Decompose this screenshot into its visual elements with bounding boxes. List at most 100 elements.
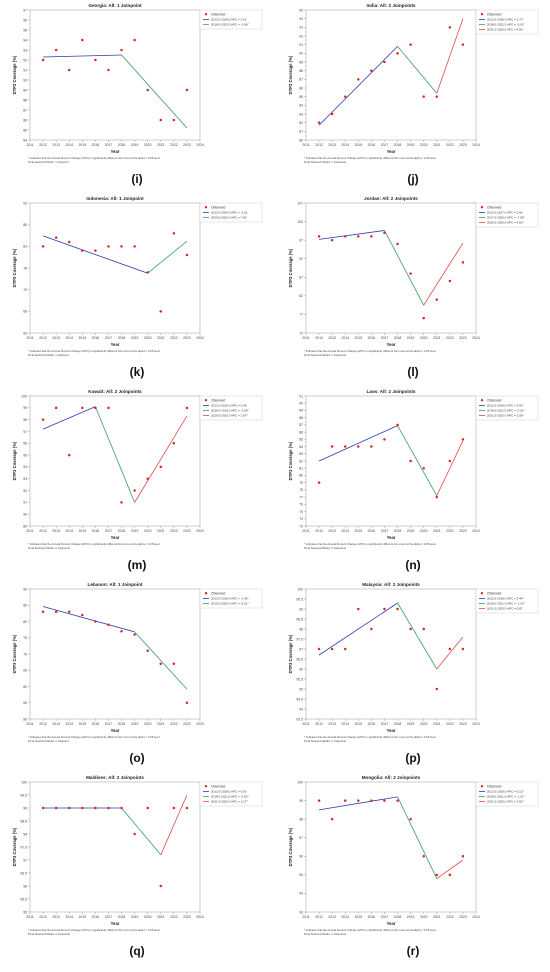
y-tick-label: 80 (299, 474, 303, 478)
observed-point (94, 58, 97, 62)
legend-series-label: 2018.0-2021.0 APC = -0.62* (211, 795, 249, 799)
y-tick-label: 90 (23, 587, 27, 591)
observed-point (133, 38, 136, 42)
y-tick-label: 91 (299, 43, 303, 47)
legend-box (199, 9, 263, 30)
y-tick-label: 85 (299, 95, 303, 99)
observed-point (146, 806, 149, 810)
x-tick-label: 2016 (368, 722, 376, 726)
observed-point (422, 855, 425, 858)
observed-point (94, 406, 97, 410)
legend-series-label: 2021.0-2023.0 APC = 0.52* (487, 800, 524, 804)
y-axis-label: DTP3 Coverage (%) (12, 248, 17, 287)
legend-box (199, 395, 263, 421)
x-tick-label: 2020 (144, 143, 152, 147)
y-tick-label: 83 (23, 245, 27, 249)
y-tick-label: 95 (23, 453, 27, 457)
observed-point (383, 231, 386, 234)
x-tick-label: 2015 (355, 915, 363, 919)
x-tick-label: 2013 (52, 915, 60, 919)
legend-series-label: 2018.0-2023.0 APC = -1.69* (211, 23, 249, 27)
x-tick-label: 2014 (65, 722, 73, 726)
series-segment (397, 46, 438, 94)
observed-point (172, 662, 176, 665)
x-tick-label: 2014 (341, 915, 349, 919)
y-tick-label: 97 (299, 836, 303, 840)
y-tick-label: 72 (299, 331, 303, 335)
observed-point (120, 501, 123, 504)
y-tick-label: 86 (299, 86, 303, 90)
observed-point (81, 249, 84, 252)
observed-point (448, 647, 452, 651)
x-tick-label: 2020 (420, 143, 428, 147)
observed-point (317, 799, 321, 802)
chart-title: India: All: 2 Joinpoints (366, 3, 416, 8)
y-axis-label: DTP3 Coverage (%) (288, 441, 293, 480)
x-tick-label: 2017 (381, 336, 389, 340)
legend-observed-marker (204, 13, 208, 16)
observed-point (41, 806, 45, 810)
observed-point (146, 649, 149, 652)
x-tick-label: 2022 (446, 336, 454, 340)
observed-point (159, 465, 163, 469)
legend-box (475, 395, 539, 421)
y-tick-label: 99.5 (296, 597, 303, 601)
series-segment (42, 606, 135, 633)
legend-series-label: 2012.0-2018.0 APC = 0.93* (487, 404, 524, 408)
legend-box (475, 202, 539, 228)
series-segment (436, 859, 464, 879)
plot-area (29, 395, 201, 527)
x-tick-label: 2013 (52, 143, 60, 147)
observed-point (448, 873, 452, 877)
x-tick-label: 2020 (420, 336, 428, 340)
legend-observed-label: Observed (211, 784, 225, 788)
x-tick-label: 2021 (157, 143, 165, 147)
plot-area (29, 9, 201, 141)
legend: Observed 2012.0-2018.0 APC = 0.44*2018.0-… (475, 588, 539, 614)
footnote-model: Final Selected Model: 2 Joinpoints. (304, 160, 347, 164)
x-tick-label: 2024 (196, 722, 204, 726)
y-tick-label: 77 (299, 495, 303, 499)
legend-series-label: 2016.0-2019.0 APC = -2.59* (211, 409, 249, 413)
y-tick-label: 85 (299, 438, 303, 442)
x-tick-label: 2016 (368, 915, 376, 919)
series-segment (147, 240, 188, 274)
x-tick-label: 2021 (433, 915, 441, 919)
x-tick-label: 2012 (39, 529, 47, 533)
y-tick-label: 63 (23, 331, 27, 335)
x-tick-label: 2022 (170, 915, 178, 919)
panel-label: (n) (405, 558, 420, 572)
legend-series-label: 2012.0-2018.0 APC = 1.71* (487, 18, 524, 22)
observed-point (396, 799, 399, 802)
y-tick-label: 95 (23, 28, 27, 32)
x-tick-label: 2011 (302, 143, 309, 147)
x-tick-label: 2022 (170, 336, 178, 340)
y-tick-label: 100 (21, 780, 27, 784)
y-tick-label: 97 (23, 858, 27, 862)
x-tick-label: 2013 (328, 143, 336, 147)
y-tick-label: 74 (299, 517, 303, 521)
observed-point (159, 310, 163, 313)
x-tick-label: 2014 (341, 336, 349, 340)
series-segment (134, 631, 188, 690)
x-tick-label: 2017 (105, 722, 113, 726)
y-tick-label: 90 (299, 52, 303, 56)
panel-label: (j) (407, 172, 418, 186)
legend-series-label: 2018.0-2021.0 APC = -2.01* (487, 23, 525, 27)
x-tick-label: 2022 (446, 915, 454, 919)
y-tick-label: 91 (23, 68, 27, 72)
observed-point (330, 647, 334, 651)
observed-point (396, 607, 399, 611)
legend-observed-marker (204, 785, 208, 788)
series-segment (43, 54, 122, 58)
observed-point (172, 806, 176, 810)
y-tick-label: 94.5 (296, 697, 303, 701)
y-tick-label: 70 (23, 652, 27, 656)
y-tick-label: 77 (299, 313, 303, 317)
x-tick-label: 2017 (105, 529, 113, 533)
plot-area (305, 395, 477, 527)
observed-point (107, 406, 110, 410)
y-tick-label: 107 (297, 201, 303, 205)
y-tick-label: 83 (299, 452, 303, 456)
observed-point (422, 95, 425, 98)
